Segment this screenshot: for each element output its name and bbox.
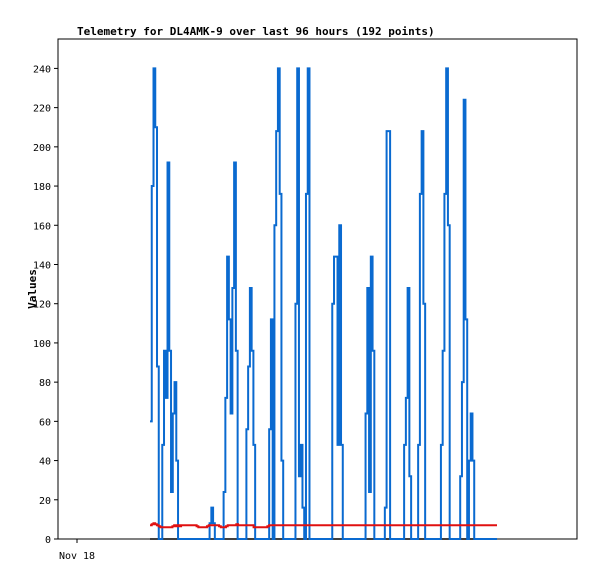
y-tick-label: 140 bbox=[33, 260, 51, 271]
y-tick-label: 240 bbox=[33, 64, 51, 75]
series-layer bbox=[150, 67, 497, 540]
y-tick-label: 60 bbox=[39, 417, 51, 428]
y-tick-label: 200 bbox=[33, 143, 51, 154]
x-axis: Nov 18 bbox=[59, 539, 95, 562]
y-tick-label: 80 bbox=[39, 378, 51, 389]
y-tick-label: 220 bbox=[33, 104, 51, 115]
y-axis: 0 20 40 60 80 100 120 140 160 180 200 220 240 bbox=[33, 64, 58, 546]
plot-area bbox=[57, 38, 578, 540]
y-tick-label: 40 bbox=[39, 457, 51, 468]
series-line-1 bbox=[150, 522, 497, 529]
y-tick-label: 0 bbox=[45, 535, 51, 546]
y-tick-label: 180 bbox=[33, 182, 51, 193]
y-tick-label: 160 bbox=[33, 221, 51, 232]
y-axis-label: Values bbox=[26, 269, 39, 309]
y-tick-label: 100 bbox=[33, 339, 51, 350]
y-tick-label: 20 bbox=[39, 496, 51, 507]
series-line-0 bbox=[150, 67, 497, 540]
x-tick-label: Nov 18 bbox=[59, 551, 95, 562]
chart-title: Telemetry for DL4AMK-9 over last 96 hour… bbox=[77, 25, 435, 38]
y-tick-label: 120 bbox=[33, 300, 51, 311]
